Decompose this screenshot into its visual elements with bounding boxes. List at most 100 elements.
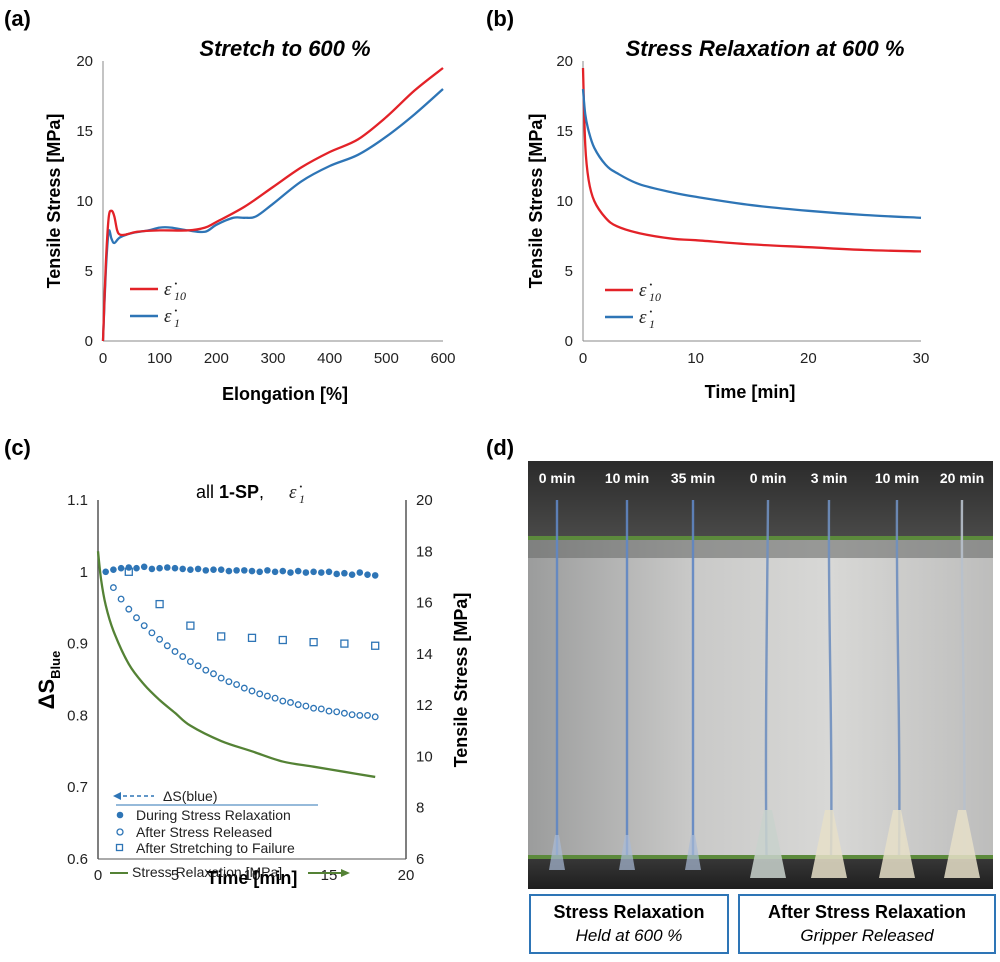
panel-c-point-during-13	[203, 567, 210, 574]
panel-c-point-after-release-1	[118, 596, 124, 602]
panel-b-x-tick-2: 20	[800, 350, 817, 367]
photo-top-shadow	[528, 540, 993, 558]
panel-a-x-tick-6: 600	[430, 350, 455, 367]
panel-c-x-tick-3: 15	[321, 867, 338, 884]
panel-c-point-after-release-25	[303, 703, 309, 709]
panel-b-legend-sub-rate1: 1	[649, 317, 655, 331]
panel-a-series	[103, 68, 443, 341]
panel-c-point-during-19	[249, 568, 256, 575]
panel-c-point-during-26	[303, 569, 310, 576]
panel-a-y-tick-4: 20	[76, 53, 93, 70]
panel-c-letter: (c)	[4, 435, 31, 460]
caption-after-relaxation: After Stress Relaxation Gripper Released	[738, 894, 996, 954]
panel-c-left-tick-5: 1.1	[67, 492, 88, 509]
panel-c-right-tick-0: 6	[416, 851, 424, 868]
panel-c-point-during-11	[187, 566, 194, 573]
panel-a-y-label: Tensile Stress [MPa]	[44, 114, 64, 289]
panel-c-point-after-release-5	[149, 630, 155, 636]
panel-b-y-tick-4: 20	[556, 53, 573, 70]
panel-c-point-after-release-19	[257, 691, 263, 697]
panel-c-y-label-main: ΔS	[34, 679, 59, 710]
panel-c-point-after-release-21	[272, 695, 278, 701]
panel-c-point-during-25	[295, 568, 302, 575]
panel-a-y-tick-1: 5	[85, 263, 93, 280]
panel-c-legend-arrowhead-left	[113, 792, 121, 800]
photo-time-label-2: 35 min	[671, 470, 715, 486]
panel-a-x-tick-2: 200	[204, 350, 229, 367]
photo-time-label-5: 10 min	[875, 470, 919, 486]
panel-c-point-during-8	[164, 564, 171, 571]
panel-a-title: Stretch to 600 %	[199, 36, 370, 61]
panel-a-legend: ε̇ 10 ε̇ 1	[130, 279, 186, 330]
panel-c-point-during-23	[280, 568, 287, 575]
panel-c-point-during-28	[318, 569, 325, 576]
panel-c-point-after-release-29	[334, 709, 340, 715]
svg-text:ΔSBlue: ΔSBlue	[34, 651, 63, 710]
panel-a-letter: (a)	[4, 6, 31, 31]
panel-a-y-tick-0: 0	[85, 333, 93, 350]
panel-c-point-after-release-32	[357, 713, 363, 719]
panel-b-x-label: Time [min]	[705, 382, 796, 402]
panel-c-right-tick-4: 14	[416, 646, 433, 663]
caption-after-relaxation-title: After Stress Relaxation	[740, 902, 994, 923]
panel-c-point-after-release-3	[134, 615, 140, 621]
panel-c-point-after-release-10	[188, 659, 194, 665]
panel-c-title-sep: ,	[259, 482, 264, 502]
panel-c-point-after-failure-3	[218, 633, 225, 640]
panel-b-y-tick-2: 10	[556, 193, 573, 210]
panel-a-x-tick-0: 0	[99, 350, 107, 367]
panel-c-point-during-32	[349, 571, 356, 578]
panel-c-point-after-release-34	[372, 714, 378, 720]
caption-after-relaxation-sub: Gripper Released	[740, 926, 994, 946]
panel-b-series	[583, 68, 921, 251]
panel-c-point-after-release-15	[226, 679, 232, 685]
panel-b-x-tick-0: 0	[579, 350, 587, 367]
panel-c-point-during-7	[156, 565, 163, 572]
panel-c-right-y-label: Tensile Stress [MPa]	[451, 593, 471, 768]
panel-a-x-tick-1: 100	[147, 350, 172, 367]
panel-c-point-after-release-22	[280, 698, 286, 704]
panel-a-x-tick-3: 300	[260, 350, 285, 367]
panel-c-point-during-16	[226, 568, 233, 575]
panel-c-y-label: ΔSBlue	[34, 651, 63, 710]
panel-c-point-after-release-9	[180, 654, 186, 660]
panel-c-point-after-release-26	[311, 705, 317, 711]
panel-c-point-during-15	[218, 566, 225, 573]
panel-c-left-tick-3: 0.9	[67, 636, 88, 653]
panel-c-point-after-failure-8	[372, 642, 379, 649]
panel-b-x-tick-1: 10	[687, 350, 704, 367]
panel-c-left-tick-labels: 0.60.70.80.911.1	[67, 492, 88, 868]
panel-c-point-during-2	[118, 565, 125, 572]
panel-c-title-rate: 1	[299, 492, 305, 506]
photo-time-label-6: 20 min	[940, 470, 984, 486]
panel-b-y-tick-0: 0	[565, 333, 573, 350]
panel-c-point-after-release-28	[326, 708, 332, 714]
panel-c-point-during-21	[264, 567, 271, 574]
panel-b-series-line-rate1	[583, 89, 921, 218]
panel-b-title: Stress Relaxation at 600 %	[626, 36, 905, 61]
panel-c-point-after-release-33	[365, 713, 371, 719]
panel-b-letter: (b)	[486, 6, 514, 31]
panel-c-right-tick-6: 18	[416, 543, 433, 560]
panel-c-stress-relaxation-line	[98, 551, 375, 777]
panel-c-point-after-release-18	[249, 688, 255, 694]
panel-b-series-line-rate10	[583, 68, 921, 251]
panel-c-point-after-failure-6	[310, 639, 317, 646]
panel-c-point-after-release-13	[211, 671, 217, 677]
panel-c-point-after-release-8	[172, 649, 178, 655]
panel-c-point-during-34	[364, 571, 371, 578]
panel-a-x-label: Elongation [%]	[222, 384, 348, 404]
panel-c-title: all 1-SP,	[196, 482, 264, 502]
panel-c-point-during-9	[172, 565, 179, 572]
panel-c-point-during-18	[241, 567, 248, 574]
panel-c-point-during-30	[333, 571, 340, 578]
panel-c-point-during-17	[233, 567, 240, 574]
panel-c-left-tick-4: 1	[80, 564, 88, 581]
panel-c-point-after-release-4	[141, 623, 147, 629]
panel-c-right-tick-3: 12	[416, 697, 433, 714]
panel-c-point-after-release-24	[295, 702, 301, 708]
